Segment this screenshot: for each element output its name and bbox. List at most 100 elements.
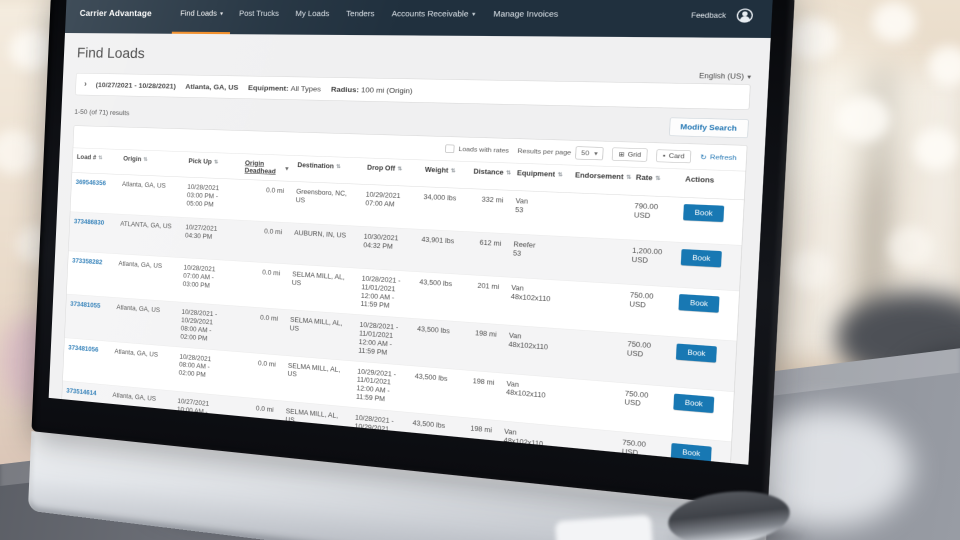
bokeh-light (836, 96, 890, 142)
nav-item-label: Find Loads (180, 8, 218, 18)
cell-origin: Atlanta, GA, US (114, 347, 159, 359)
summary-equipment-value: All Types (290, 84, 322, 93)
cell-rate: 790.00 USD (633, 201, 659, 220)
header-endorsement[interactable]: Endorsement ⇅ (574, 171, 632, 181)
cell-equipment: Van 48x102x110 (508, 331, 549, 352)
book-button[interactable]: Book (675, 343, 718, 363)
cell-load-number[interactable]: 369546356 (75, 178, 107, 187)
cell-distance: 612 mi (479, 238, 502, 248)
bokeh-light (872, 2, 916, 42)
cell-destination: Greensboro, NC, US (295, 187, 348, 204)
refresh-link[interactable]: ↻ Refresh (700, 153, 737, 162)
book-button[interactable]: Book (673, 393, 715, 413)
cell-deadhead: 0.0 mi (264, 227, 283, 236)
modify-search-button[interactable]: Modify Search (668, 117, 749, 139)
header-drop-off[interactable]: Drop Off ⇅ (366, 163, 403, 173)
card-view-button[interactable]: ▪ Card (656, 149, 692, 163)
header-equipment[interactable]: Equipment ⇅ (516, 169, 563, 179)
cell-deadhead: 0.0 mi (255, 404, 274, 414)
book-button[interactable]: Book (670, 442, 712, 463)
cell-origin: Atlanta, GA, US (116, 303, 161, 314)
summary-equipment: Equipment: All Types (248, 83, 321, 92)
bokeh-light (788, 18, 838, 60)
nav-item-label: Manage Invoices (493, 9, 559, 19)
cell-distance: 198 mi (472, 376, 495, 387)
cell-weight: 43,500 lbs (419, 278, 453, 288)
monitor-bezel: Carrier Advantage Find Loads ▾ Post Truc… (31, 0, 796, 508)
sort-icon: ⇅ (450, 167, 456, 174)
header-origin-deadhead[interactable]: Origin Deadhead ▾ (244, 159, 289, 176)
book-button[interactable]: Book (680, 249, 723, 268)
cell-dropoff: 10/29/2021 07:00 AM (365, 190, 401, 209)
header-destination[interactable]: Destination ⇅ (297, 161, 341, 170)
header-distance[interactable]: Distance ⇅ (473, 167, 512, 177)
cell-actions: Book (670, 337, 727, 370)
header-rate[interactable]: Rate ⇅ (635, 173, 661, 183)
header-actions: Actions (684, 175, 715, 185)
cell-weight: 43,500 lbs (416, 325, 450, 336)
carrier-app: Carrier Advantage Find Loads ▾ Post Truc… (48, 0, 774, 465)
header-weight[interactable]: Weight ⇅ (424, 165, 456, 175)
grid-view-button[interactable]: ⊞ Grid (611, 147, 648, 162)
cell-actions: Book (665, 436, 722, 465)
cell-rate: 750.00 USD (621, 438, 647, 457)
cell-deadhead: 0.0 mi (259, 313, 279, 323)
cell-rate: 750.00 USD (624, 389, 649, 408)
cell-destination: SELMA MILL, AL, US (285, 407, 339, 424)
summary-equipment-label: Equipment: (247, 83, 289, 93)
cell-dropoff: 10/30/2021 04:32 PM (363, 232, 399, 251)
bokeh-light (928, 46, 960, 86)
loads-with-rates-checkbox[interactable] (445, 144, 455, 154)
book-button[interactable]: Book (683, 204, 725, 223)
sort-icon: ⇅ (213, 158, 219, 165)
cell-distance: 332 mi (481, 195, 504, 205)
nav-item-post-trucks[interactable]: Post Trucks (230, 0, 288, 35)
nav-item-accounts-receivable[interactable]: Accounts Receivable ▾ (382, 0, 485, 36)
header-origin[interactable]: Origin ⇅ (123, 154, 148, 163)
bokeh-light (888, 226, 934, 268)
cell-distance: 198 mi (470, 424, 493, 435)
card-button-label: Card (668, 152, 685, 160)
results-per-page-select[interactable]: 50 ▾ (575, 146, 604, 161)
nav-item-find-loads[interactable]: Find Loads ▾ (171, 0, 233, 35)
nav-item-tenders[interactable]: Tenders (337, 0, 384, 35)
feedback-link[interactable]: Feedback (690, 11, 727, 20)
results-table-card: Loads with rates Results per page 50 ▾ (60, 125, 748, 465)
nav-item-label: My Loads (295, 9, 330, 18)
bokeh-light (0, 130, 38, 174)
sort-icon: ⇅ (98, 154, 103, 161)
cell-equipment: Van 48x102x110 (510, 283, 551, 303)
cell-pickup: 10/27/2021 10:00 AM - 03:30 PM (176, 397, 210, 424)
header-load-number[interactable]: Load # ⇅ (76, 153, 103, 162)
header-pick-up[interactable]: Pick Up ⇅ (188, 157, 219, 166)
nav-item-manage-invoices[interactable]: Manage Invoices (483, 0, 568, 37)
grid-icon: ⊞ (618, 151, 625, 159)
table-body: 369546356 Atlanta, GA, US 10/28/2021 03:00… (61, 172, 744, 465)
language-label: English (US) (698, 71, 745, 81)
cell-weight: 43,500 lbs (412, 418, 446, 430)
cell-destination: SELMA MILL, AL, US (289, 316, 343, 333)
cell-endorsement (569, 193, 630, 208)
results-count: 1-50 (of 71) results (74, 107, 130, 117)
cell-deadhead: 0.0 mi (265, 186, 285, 195)
account-person-icon[interactable] (736, 8, 754, 23)
nav-item-my-loads[interactable]: My Loads (286, 0, 338, 35)
summary-date-range: (10/27/2021 - 10/28/2021) (95, 80, 177, 90)
cell-load-number[interactable]: 373481056 (68, 343, 99, 354)
monitor: Carrier Advantage Find Loads ▾ Post Truc… (27, 0, 796, 540)
page-content: Find Loads English (US) ▾ › (10/27/2021 … (49, 33, 771, 465)
cell-actions: Book (668, 387, 725, 421)
cell-actions: Book (678, 197, 735, 228)
cell-load-number[interactable]: 373481055 (70, 300, 101, 310)
cell-load-number[interactable]: 373358282 (72, 256, 103, 266)
cell-pickup: 10/28/2021 07:00 AM - 03:00 PM (182, 263, 216, 290)
nav-items: Find Loads ▾ Post Trucks My Loads Tender… (171, 0, 693, 37)
cell-load-number[interactable]: 373514614 (66, 386, 97, 397)
cell-endorsement (564, 281, 625, 297)
book-button[interactable]: Book (678, 293, 720, 313)
cell-load-number[interactable]: 373486830 (73, 217, 105, 227)
cell-equipment: Van 48x102x110 (503, 427, 544, 448)
cell-endorsement (566, 237, 627, 253)
language-selector[interactable]: English (US) ▾ (699, 72, 751, 81)
refresh-label: Refresh (709, 153, 737, 162)
